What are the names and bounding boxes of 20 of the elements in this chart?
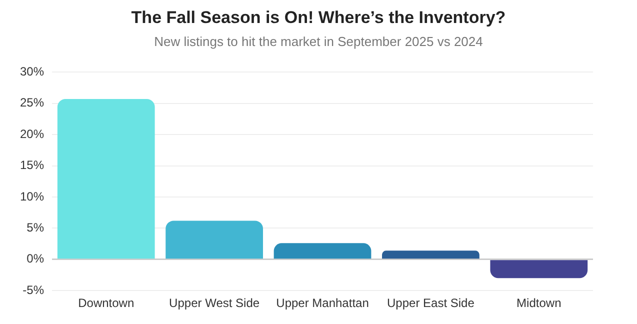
chart-subtitle: New listings to hit the market in September 2025 vs 2024 [153,34,484,49]
y-tick-label: 5% [26,220,44,235]
x-tick-label: Upper East Side [387,296,475,310]
y-tick-label: 20% [20,126,44,141]
bar [57,99,155,259]
bar [490,260,588,278]
x-tick-label: Upper Manhattan [276,296,369,310]
x-tick-label: Upper West Side [169,296,260,310]
bar [166,220,263,259]
chart-title: The Fall Season is On! Where’s the Inventory? [130,8,507,28]
bar [274,243,372,259]
y-tick-label: -5% [22,282,44,297]
x-tick-label: Downtown [78,296,134,310]
x-tick-label: Midtown [516,296,562,310]
y-tick-label: 0% [26,252,44,266]
y-tick-label: 25% [20,96,44,110]
y-tick-label: 10% [20,189,44,204]
bar [382,250,480,259]
y-tick-label: 15% [20,158,44,172]
y-tick-label: 30% [20,64,44,79]
